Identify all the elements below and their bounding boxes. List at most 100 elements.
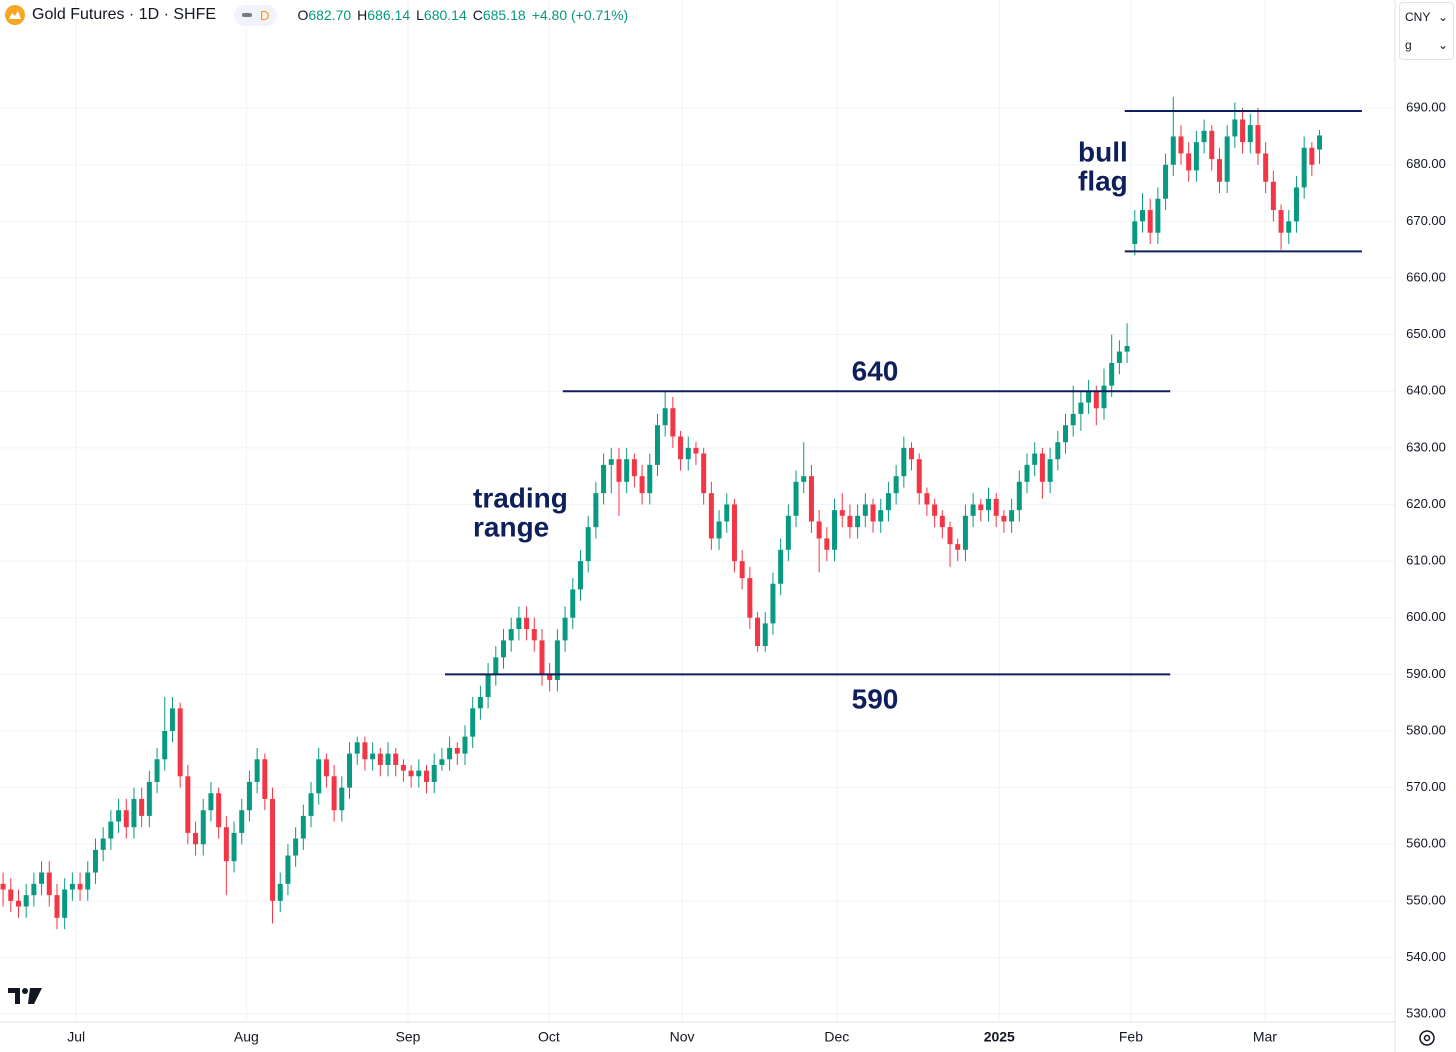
candle-body — [1263, 153, 1269, 182]
candle-body — [909, 447, 915, 460]
candle-body — [1062, 425, 1068, 443]
y-tick-label: 540.00 — [1406, 949, 1446, 964]
badge-text: D — [260, 7, 270, 23]
candle-body — [231, 832, 237, 862]
candle-body — [616, 459, 622, 482]
candle-body — [624, 459, 630, 482]
open-value: 682.70 — [308, 7, 352, 23]
y-tick-label: 630.00 — [1406, 439, 1446, 454]
annotation-text: range — [473, 511, 549, 542]
symbol-icon — [5, 5, 25, 25]
candle-body — [724, 504, 730, 522]
candle-body — [539, 640, 545, 675]
candle-body — [1116, 351, 1122, 363]
candle-body — [454, 747, 460, 754]
candle-body — [747, 578, 753, 618]
candle-body — [185, 776, 191, 833]
candle-body — [778, 549, 784, 584]
candle-body — [862, 504, 868, 516]
candle-body — [970, 504, 976, 516]
y-tick-label: 560.00 — [1406, 836, 1446, 851]
candle-body — [15, 900, 21, 907]
candle-body — [1032, 453, 1038, 465]
y-tick-label: 670.00 — [1406, 213, 1446, 228]
candle-body — [439, 759, 445, 765]
candle-body — [716, 521, 722, 539]
candle-body — [23, 895, 29, 907]
candle-body — [154, 759, 160, 782]
candle-body — [54, 895, 60, 918]
candle-body — [1240, 119, 1246, 143]
candle-body — [785, 515, 791, 550]
status-badge[interactable]: D — [234, 4, 278, 26]
candle-body — [300, 815, 306, 839]
unit-selector: CNY ⌄ g ⌄ — [1399, 2, 1454, 60]
high-label: H — [357, 7, 368, 23]
candle-body — [1055, 442, 1061, 460]
x-tick-label: Aug — [234, 1029, 259, 1045]
candle-body — [885, 493, 891, 511]
candle-body — [339, 787, 345, 811]
candle-body — [647, 464, 653, 494]
symbol-title[interactable]: Gold Futures · 1D · SHFE — [32, 6, 217, 23]
candle-body — [708, 493, 714, 539]
candle-body — [585, 527, 591, 562]
candle-body — [362, 742, 368, 760]
low-label: L — [416, 7, 424, 23]
candle-body — [108, 821, 114, 839]
candle-body — [1024, 464, 1030, 482]
candle-body — [1193, 142, 1199, 171]
y-tick-label: 660.00 — [1406, 269, 1446, 284]
candle-body — [639, 476, 645, 494]
candle-body — [462, 736, 468, 754]
candle-body — [146, 781, 152, 816]
candle-body — [701, 453, 707, 494]
candle-body — [839, 510, 845, 516]
candle-body — [1255, 125, 1261, 154]
candle-body — [485, 674, 491, 697]
candle-body — [254, 759, 260, 782]
y-tick-label: 620.00 — [1406, 496, 1446, 511]
candle-body — [1201, 130, 1207, 143]
unit-dropdown[interactable]: g ⌄ — [1405, 38, 1448, 52]
candle-body — [162, 730, 168, 760]
x-tick-label: Oct — [538, 1029, 560, 1045]
candle-body — [1278, 210, 1284, 233]
candle-body — [293, 838, 299, 856]
candle-body — [8, 889, 14, 901]
candle-body — [1186, 153, 1192, 171]
candle-body — [855, 515, 861, 528]
candle-body — [608, 459, 614, 465]
candle-body — [693, 447, 699, 454]
candle-body — [1001, 515, 1007, 522]
candle-body — [169, 708, 175, 731]
candle-body — [285, 855, 291, 884]
candle-body — [316, 759, 322, 794]
candle-body — [100, 838, 106, 850]
y-tick-label: 550.00 — [1406, 892, 1446, 907]
candle-body — [832, 510, 838, 550]
candle-body — [955, 544, 961, 550]
candle-body — [939, 515, 945, 528]
x-tick-label: Nov — [670, 1029, 695, 1045]
settings-button[interactable] — [1419, 1030, 1435, 1046]
candle-body — [208, 793, 214, 811]
candle-body — [1270, 181, 1276, 211]
candle-body — [193, 832, 199, 845]
open-label: O — [297, 7, 309, 23]
candle-body — [77, 883, 83, 890]
candle-body — [500, 640, 506, 658]
candle-body — [1301, 147, 1307, 188]
candle-body — [554, 640, 560, 681]
candle-body — [670, 408, 676, 437]
candle-body — [1286, 221, 1292, 233]
candle-body — [1109, 362, 1115, 386]
currency-dropdown[interactable]: CNY ⌄ — [1405, 10, 1448, 24]
candle-body — [431, 764, 437, 782]
candle-body — [808, 476, 814, 522]
candle-body — [1078, 402, 1084, 414]
candle-body — [277, 883, 283, 901]
x-tick-label: 2025 — [984, 1029, 1015, 1045]
candle-body — [1139, 210, 1145, 222]
x-tick-label: Mar — [1253, 1029, 1277, 1045]
